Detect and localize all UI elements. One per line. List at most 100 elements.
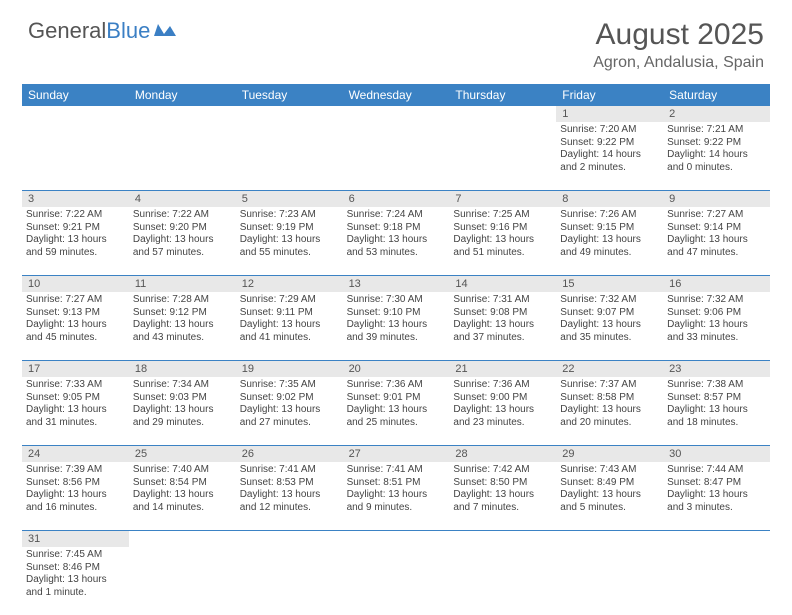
cell-sr: Sunrise: 7:21 AM (667, 124, 766, 137)
day-number: 17 (22, 361, 129, 377)
cell-d2: and 1 minute. (26, 587, 125, 600)
cell-d2: and 37 minutes. (453, 332, 552, 345)
cell-sr: Sunrise: 7:42 AM (453, 464, 552, 477)
calendar-week: Sunrise: 7:22 AMSunset: 9:21 PMDaylight:… (22, 207, 770, 276)
cell-d1: Daylight: 13 hours (133, 319, 232, 332)
calendar-cell: Sunrise: 7:38 AMSunset: 8:57 PMDaylight:… (663, 377, 770, 445)
title-block: August 2025 Agron, Andalusia, Spain (593, 18, 764, 72)
day-number: 11 (129, 276, 236, 292)
cell-d2: and 25 minutes. (347, 417, 446, 430)
day-number: 26 (236, 446, 343, 462)
calendar-week: Sunrise: 7:45 AMSunset: 8:46 PMDaylight:… (22, 547, 770, 615)
calendar-cell: Sunrise: 7:45 AMSunset: 8:46 PMDaylight:… (22, 547, 129, 615)
cell-ss: Sunset: 8:51 PM (347, 477, 446, 490)
cell-sr: Sunrise: 7:38 AM (667, 379, 766, 392)
cell-ss: Sunset: 8:56 PM (26, 477, 125, 490)
cell-d1: Daylight: 13 hours (240, 404, 339, 417)
day-number (129, 531, 236, 547)
cell-sr: Sunrise: 7:27 AM (667, 209, 766, 222)
day-number: 24 (22, 446, 129, 462)
cell-d2: and 55 minutes. (240, 247, 339, 260)
calendar-cell: Sunrise: 7:26 AMSunset: 9:15 PMDaylight:… (556, 207, 663, 275)
cell-d1: Daylight: 13 hours (453, 489, 552, 502)
calendar-cell: Sunrise: 7:42 AMSunset: 8:50 PMDaylight:… (449, 462, 556, 530)
cell-d2: and 14 minutes. (133, 502, 232, 515)
cell-d2: and 16 minutes. (26, 502, 125, 515)
daynum-row: 31 (22, 531, 770, 547)
day-header-cell: Sunday (22, 84, 129, 106)
cell-sr: Sunrise: 7:23 AM (240, 209, 339, 222)
calendar-cell: Sunrise: 7:28 AMSunset: 9:12 PMDaylight:… (129, 292, 236, 360)
cell-ss: Sunset: 8:53 PM (240, 477, 339, 490)
cell-ss: Sunset: 9:10 PM (347, 307, 446, 320)
day-number: 10 (22, 276, 129, 292)
cell-sr: Sunrise: 7:39 AM (26, 464, 125, 477)
day-number: 3 (22, 191, 129, 207)
cell-d2: and 9 minutes. (347, 502, 446, 515)
cell-d1: Daylight: 13 hours (347, 489, 446, 502)
day-number: 25 (129, 446, 236, 462)
calendar-cell-empty (556, 547, 663, 615)
day-number: 15 (556, 276, 663, 292)
cell-ss: Sunset: 9:05 PM (26, 392, 125, 405)
calendar-cell: Sunrise: 7:21 AMSunset: 9:22 PMDaylight:… (663, 122, 770, 190)
calendar-cell: Sunrise: 7:25 AMSunset: 9:16 PMDaylight:… (449, 207, 556, 275)
cell-d1: Daylight: 13 hours (240, 489, 339, 502)
daynum-row: 12 (22, 106, 770, 122)
cell-d2: and 29 minutes. (133, 417, 232, 430)
daynum-row: 3456789 (22, 191, 770, 207)
cell-d2: and 57 minutes. (133, 247, 232, 260)
cell-ss: Sunset: 8:46 PM (26, 562, 125, 575)
calendar-week: Sunrise: 7:39 AMSunset: 8:56 PM Daylight:… (22, 462, 770, 531)
daynum-row: 17181920212223 (22, 361, 770, 377)
cell-d2: and 2 minutes. (560, 162, 659, 175)
cell-d2: and 41 minutes. (240, 332, 339, 345)
daynum-row: 10111213141516 (22, 276, 770, 292)
day-number: 6 (343, 191, 450, 207)
cell-ss: Sunset: 9:00 PM (453, 392, 552, 405)
logo-text-1: General (28, 18, 106, 44)
calendar-week: Sunrise: 7:27 AMSunset: 9:13 PMDaylight:… (22, 292, 770, 361)
cell-sr: Sunrise: 7:37 AM (560, 379, 659, 392)
calendar-cell: Sunrise: 7:34 AMSunset: 9:03 PMDaylight:… (129, 377, 236, 445)
day-header-cell: Friday (556, 84, 663, 106)
calendar-day-header: SundayMondayTuesdayWednesdayThursdayFrid… (22, 84, 770, 106)
calendar-cell: Sunrise: 7:29 AMSunset: 9:11 PMDaylight:… (236, 292, 343, 360)
cell-d1: Daylight: 13 hours (560, 234, 659, 247)
cell-sr: Sunrise: 7:31 AM (453, 294, 552, 307)
calendar-body: 12Sunrise: 7:20 AMSunset: 9:22 PMDayligh… (22, 106, 770, 615)
cell-ss: Sunset: 9:18 PM (347, 222, 446, 235)
calendar-cell: Sunrise: 7:32 AMSunset: 9:06 PMDaylight:… (663, 292, 770, 360)
calendar-week: Sunrise: 7:20 AMSunset: 9:22 PMDaylight:… (22, 122, 770, 191)
cell-d1: Daylight: 14 hours (667, 149, 766, 162)
calendar-week: Sunrise: 7:33 AMSunset: 9:05 PMDaylight:… (22, 377, 770, 446)
day-number: 22 (556, 361, 663, 377)
cell-ss: Sunset: 9:20 PM (133, 222, 232, 235)
page-title: August 2025 (593, 18, 764, 52)
day-number: 1 (556, 106, 663, 122)
cell-sr: Sunrise: 7:32 AM (667, 294, 766, 307)
calendar-cell: Sunrise: 7:31 AMSunset: 9:08 PMDaylight:… (449, 292, 556, 360)
day-number: 29 (556, 446, 663, 462)
cell-sr: Sunrise: 7:36 AM (453, 379, 552, 392)
day-number (556, 531, 663, 547)
cell-d2: and 49 minutes. (560, 247, 659, 260)
calendar-cell-empty (129, 122, 236, 190)
cell-sr: Sunrise: 7:40 AM (133, 464, 232, 477)
cell-ss: Sunset: 9:12 PM (133, 307, 232, 320)
cell-ss: Sunset: 9:01 PM (347, 392, 446, 405)
cell-d1: Daylight: 13 hours (240, 319, 339, 332)
calendar-cell: Sunrise: 7:41 AMSunset: 8:53 PMDaylight:… (236, 462, 343, 530)
cell-sr: Sunrise: 7:41 AM (347, 464, 446, 477)
calendar-cell-empty (663, 547, 770, 615)
cell-d1: Daylight: 13 hours (667, 319, 766, 332)
day-number: 14 (449, 276, 556, 292)
calendar-cell: Sunrise: 7:20 AMSunset: 9:22 PMDaylight:… (556, 122, 663, 190)
calendar: SundayMondayTuesdayWednesdayThursdayFrid… (22, 84, 770, 615)
cell-d2: and 23 minutes. (453, 417, 552, 430)
calendar-cell: Sunrise: 7:33 AMSunset: 9:05 PMDaylight:… (22, 377, 129, 445)
cell-ss: Sunset: 9:03 PM (133, 392, 232, 405)
calendar-cell-empty (236, 547, 343, 615)
cell-sr: Sunrise: 7:36 AM (347, 379, 446, 392)
cell-ss: Sunset: 9:15 PM (560, 222, 659, 235)
